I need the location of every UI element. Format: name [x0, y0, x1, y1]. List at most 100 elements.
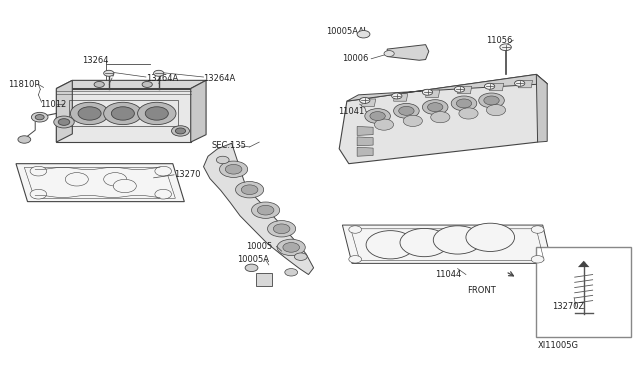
Circle shape — [65, 173, 88, 186]
Text: 13264A: 13264A — [146, 74, 178, 83]
Polygon shape — [578, 261, 589, 267]
Circle shape — [484, 96, 499, 105]
Circle shape — [111, 107, 134, 120]
Circle shape — [366, 231, 415, 259]
Text: 13270: 13270 — [174, 170, 200, 179]
Circle shape — [78, 107, 101, 120]
Text: XI11005G: XI11005G — [538, 341, 579, 350]
Circle shape — [31, 112, 48, 122]
Circle shape — [30, 189, 47, 199]
Circle shape — [422, 100, 448, 115]
Circle shape — [422, 89, 433, 95]
Bar — [536, 247, 631, 337]
Circle shape — [384, 51, 394, 57]
Circle shape — [360, 97, 370, 103]
Circle shape — [394, 103, 419, 118]
Circle shape — [484, 83, 495, 89]
Polygon shape — [56, 89, 191, 142]
Circle shape — [433, 226, 482, 254]
Text: 11012: 11012 — [40, 100, 66, 109]
Circle shape — [403, 115, 422, 126]
Circle shape — [268, 221, 296, 237]
Circle shape — [285, 269, 298, 276]
Polygon shape — [536, 74, 547, 142]
Text: 11041: 11041 — [338, 107, 364, 116]
Circle shape — [104, 102, 142, 125]
Circle shape — [245, 264, 258, 272]
Circle shape — [370, 112, 385, 121]
Text: 10005: 10005 — [246, 242, 273, 251]
Circle shape — [236, 182, 264, 198]
Circle shape — [515, 80, 525, 86]
Circle shape — [145, 107, 168, 120]
Circle shape — [431, 112, 450, 123]
Text: 11044: 11044 — [435, 270, 461, 279]
Polygon shape — [357, 126, 373, 135]
Text: 13270Z: 13270Z — [552, 302, 584, 311]
Polygon shape — [362, 99, 376, 106]
Circle shape — [459, 108, 478, 119]
Circle shape — [70, 102, 109, 125]
Circle shape — [456, 99, 472, 108]
Circle shape — [365, 109, 390, 124]
Circle shape — [257, 205, 274, 215]
Circle shape — [104, 173, 127, 186]
Text: 10005AA: 10005AA — [326, 27, 364, 36]
Polygon shape — [347, 74, 547, 101]
Circle shape — [454, 86, 465, 92]
Circle shape — [466, 223, 515, 251]
Circle shape — [175, 128, 186, 134]
Polygon shape — [56, 80, 206, 89]
Text: 11810P: 11810P — [8, 80, 39, 89]
Circle shape — [357, 31, 370, 38]
Circle shape — [172, 126, 189, 136]
Circle shape — [531, 256, 544, 263]
Circle shape — [400, 228, 449, 257]
Circle shape — [349, 226, 362, 233]
Circle shape — [252, 202, 280, 218]
Polygon shape — [342, 225, 552, 263]
Polygon shape — [256, 273, 272, 286]
Polygon shape — [56, 80, 72, 142]
Circle shape — [142, 81, 152, 87]
Circle shape — [500, 44, 511, 51]
Text: 10006: 10006 — [342, 54, 369, 63]
Text: FRONT: FRONT — [467, 286, 496, 295]
Circle shape — [277, 239, 305, 256]
Polygon shape — [339, 74, 547, 164]
Text: 10005A: 10005A — [237, 255, 269, 264]
Circle shape — [35, 115, 44, 120]
Circle shape — [18, 136, 31, 143]
Circle shape — [374, 119, 394, 130]
Polygon shape — [191, 80, 206, 142]
Circle shape — [216, 156, 229, 164]
Circle shape — [154, 70, 164, 76]
Polygon shape — [426, 90, 440, 97]
Polygon shape — [458, 86, 472, 94]
Circle shape — [486, 105, 506, 116]
Polygon shape — [518, 80, 532, 88]
Text: 13264: 13264 — [82, 56, 108, 65]
Polygon shape — [387, 45, 429, 60]
Circle shape — [155, 166, 172, 176]
Circle shape — [138, 102, 176, 125]
Circle shape — [155, 189, 172, 199]
Circle shape — [294, 253, 307, 260]
Circle shape — [349, 256, 362, 263]
Polygon shape — [394, 94, 408, 101]
Circle shape — [58, 119, 70, 125]
Circle shape — [451, 96, 477, 111]
Polygon shape — [204, 143, 314, 275]
Circle shape — [225, 164, 242, 174]
Polygon shape — [357, 147, 373, 156]
Polygon shape — [357, 137, 373, 146]
Circle shape — [479, 93, 504, 108]
Text: 11056: 11056 — [486, 36, 513, 45]
Circle shape — [399, 106, 414, 115]
Circle shape — [531, 226, 544, 233]
Circle shape — [30, 166, 47, 176]
Text: SEC.135: SEC.135 — [211, 141, 246, 150]
Circle shape — [241, 185, 258, 195]
Circle shape — [113, 179, 136, 193]
Circle shape — [94, 81, 104, 87]
